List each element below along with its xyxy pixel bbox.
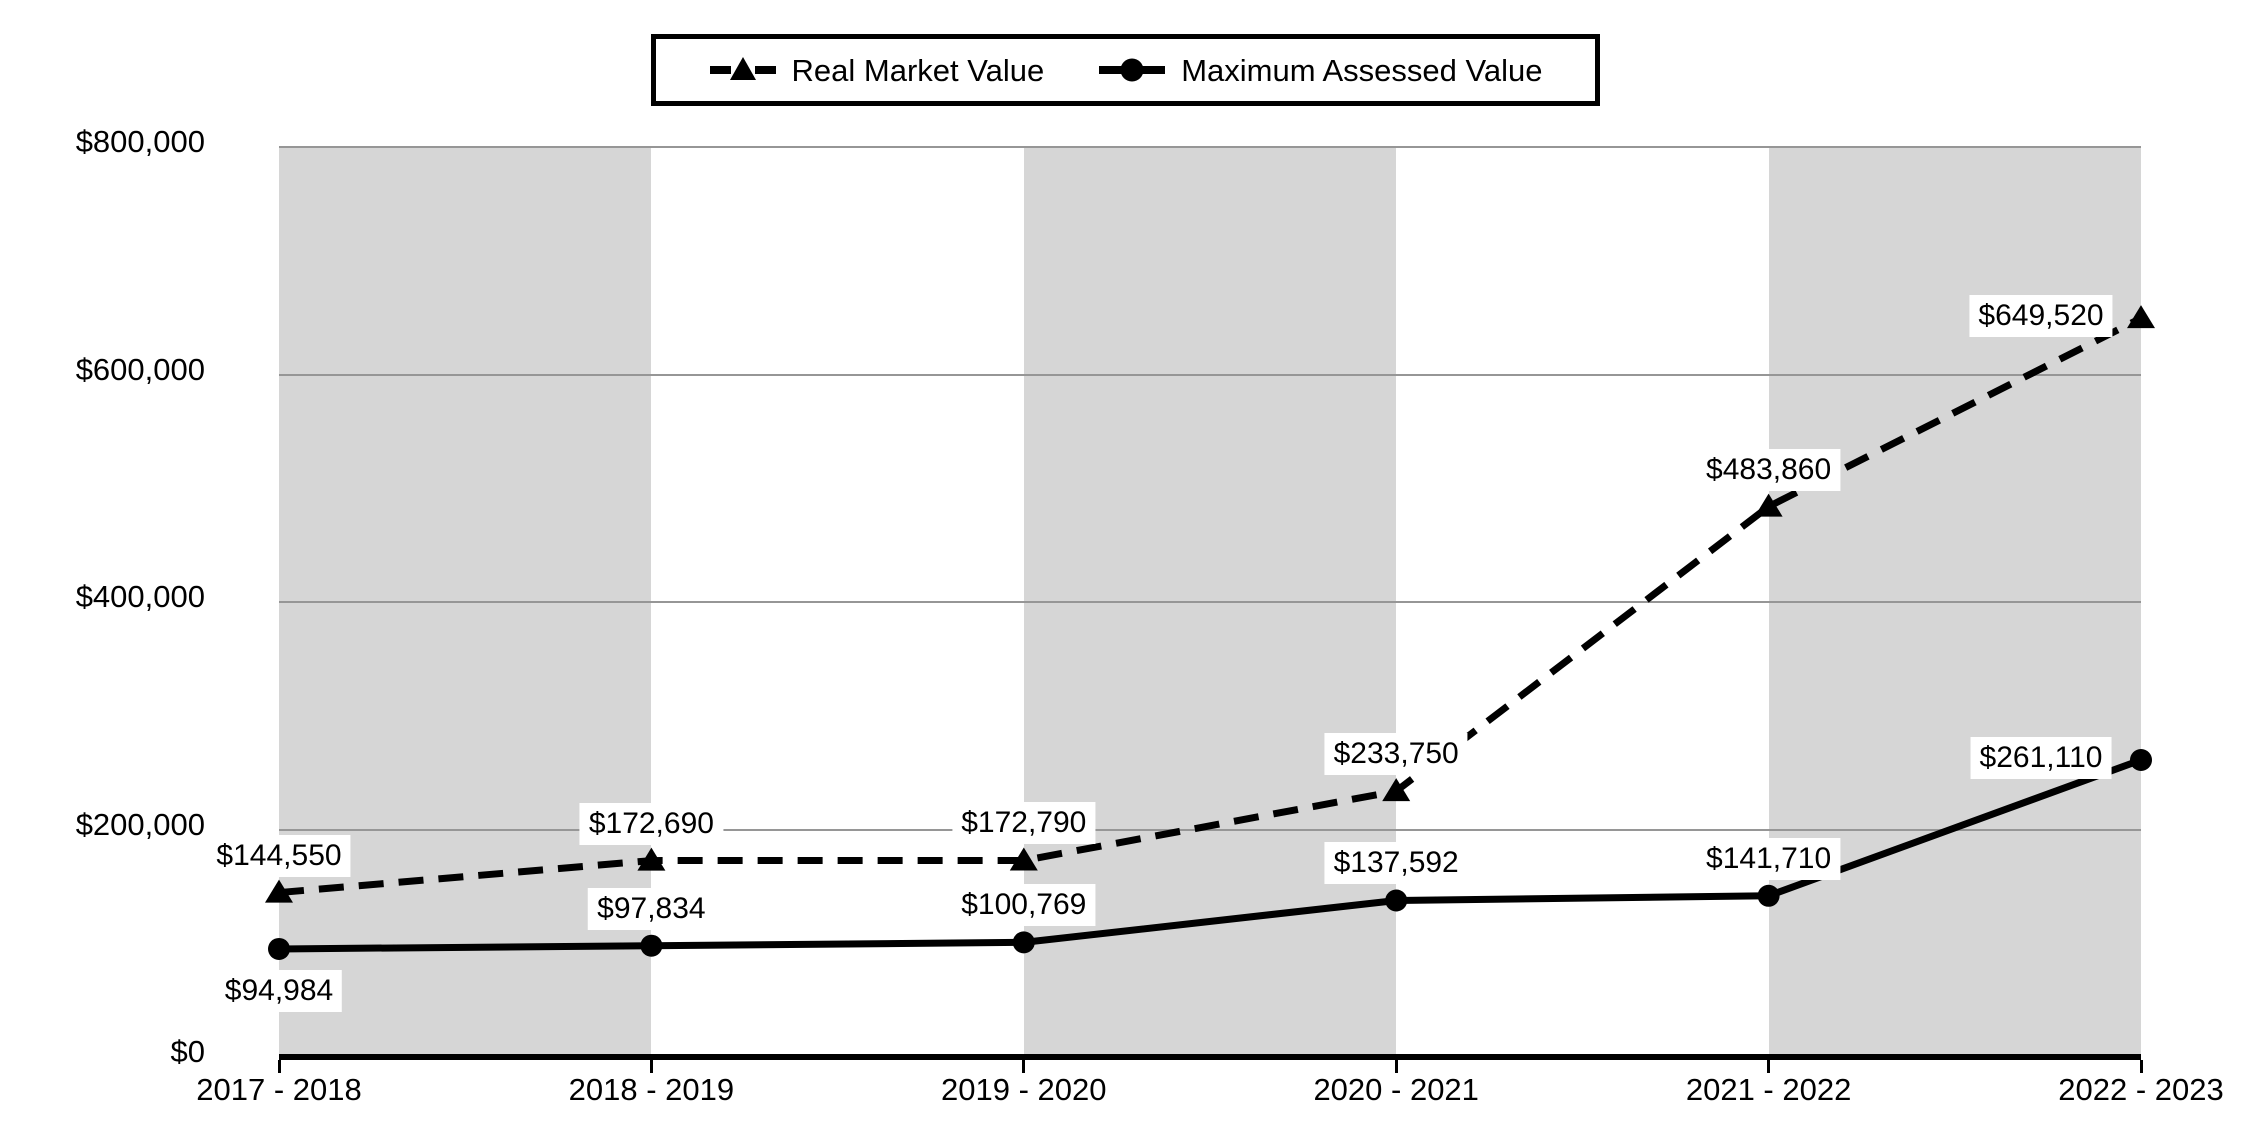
y-axis-label: $0 [170,1034,205,1069]
maximum-assessed-value-marker [1012,931,1035,954]
real-market-value-marker [2127,305,2155,329]
maximum-assessed-value-data-label: $137,592 [1324,842,1468,885]
real-market-value-marker [1009,847,1038,871]
maximum-assessed-value-marker [640,934,663,957]
real-market-value-data-label: $233,750 [1324,733,1468,776]
legend-label-maximum-assessed-value: Maximum Assessed Value [1181,52,1543,88]
gridline [279,601,2141,603]
x-axis-label: 2017 - 2018 [196,1072,362,1107]
y-axis-label: $200,000 [75,806,205,842]
real-market-value-marker [1754,493,1783,517]
maximum-assessed-value-data-label: $100,769 [952,884,1096,927]
legend-item-maximum-assessed-value: Maximum Assessed Value [1098,48,1542,92]
solid-line-circle-marker-icon [1099,58,1166,82]
real-market-value-marker [1382,778,1411,802]
real-market-value-data-label: $144,550 [207,834,351,877]
x-axis-tick [1394,1060,1398,1073]
maximum-assessed-value-line [278,756,2143,953]
maximum-assessed-value-data-label: $141,710 [1697,837,1841,880]
legend: Real Market Value Maximum Assessed Value [651,34,1600,106]
maximum-assessed-value-marker [2130,748,2152,771]
real-market-value-data-label: $649,520 [1969,295,2113,338]
maximum-assessed-value-marker [268,937,290,960]
x-axis-label: 2020 - 2021 [1313,1072,1479,1107]
real-market-value-data-label: $172,790 [952,802,1096,845]
x-axis-tick [1022,1060,1026,1073]
maximum-assessed-value-data-label: $94,984 [215,969,343,1012]
maximum-assessed-value-data-label: $261,110 [1970,736,2112,779]
gridline [279,828,2141,831]
x-axis-label: 2022 - 2023 [2058,1072,2224,1107]
gridline [279,373,2141,376]
maximum-assessed-value-data-label: $97,834 [588,887,715,930]
gridline [279,146,2141,148]
x-axis-tick [1767,1060,1771,1073]
y-axis-label: $400,000 [75,579,205,614]
x-axis-label: 2018 - 2019 [568,1072,735,1107]
real-market-value-line [278,315,2143,897]
real-market-value-data-label: $483,860 [1697,448,1841,491]
real-market-value-marker [265,879,293,903]
maximum-assessed-value-marker [1385,889,1408,912]
x-axis-label: 2021 - 2022 [1685,1072,1852,1107]
y-axis-label: $600,000 [75,351,205,387]
dashed-line-triangle-marker-icon [709,57,776,80]
y-axis-label: $800,000 [75,124,205,159]
x-axis-tick [277,1060,281,1073]
legend-item-real-market-value: Real Market Value [709,48,1045,92]
x-axis-label: 2019 - 2020 [941,1072,1107,1107]
real-market-value-data-label: $172,690 [579,802,723,845]
legend-label-real-market-value: Real Market Value [791,52,1045,88]
x-axis-line [279,1054,2141,1060]
x-axis-tick [2139,1060,2143,1073]
maximum-assessed-value-marker [1757,884,1780,907]
real-market-value-marker [637,847,666,871]
x-axis-tick [649,1060,653,1073]
